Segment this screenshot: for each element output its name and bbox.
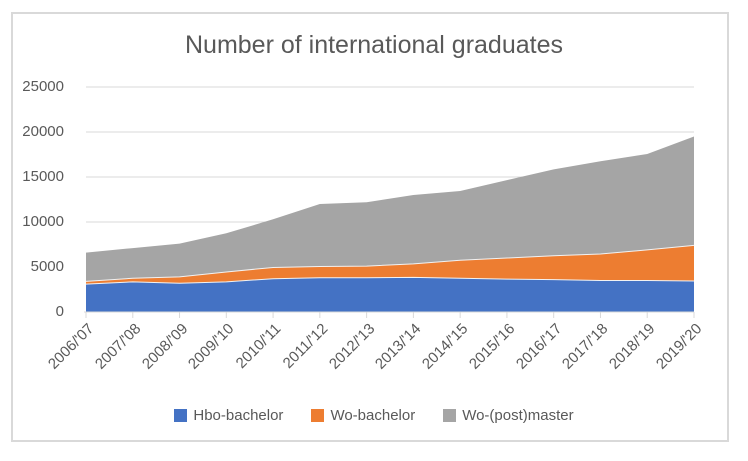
y-tick-label: 0 [55, 303, 64, 320]
legend-label: Wo-(post)master [462, 407, 574, 424]
series-seam-line [85, 244, 695, 282]
legend: Hbo-bachelor Wo-bachelor Wo-(post)master [0, 407, 748, 424]
legend-swatch-icon [311, 409, 325, 422]
y-tick-label: 5000 [30, 258, 64, 275]
area-series-hbo-bachelor [86, 277, 694, 312]
legend-item-hbo-bachelor: Hbo-bachelor [174, 407, 283, 424]
legend-label: Wo-bachelor [330, 407, 416, 424]
legend-swatch-icon [443, 409, 457, 422]
y-tick-label: 25000 [22, 78, 64, 95]
legend-swatch-icon [174, 409, 188, 422]
area-series-wo-post-master [86, 136, 694, 282]
y-tick-label: 10000 [22, 213, 64, 230]
legend-item-wo-bachelor: Wo-bachelor [311, 407, 415, 424]
series-seam-line [85, 276, 695, 285]
y-tick-label: 20000 [22, 123, 64, 140]
legend-item-wo-post-master: Wo-(post)master [443, 407, 574, 424]
chart-title: Number of international graduates [184, 31, 563, 59]
legend-label: Hbo-bachelor [193, 407, 284, 424]
y-tick-label: 15000 [22, 168, 64, 185]
area-series-wo-bachelor [86, 245, 694, 285]
